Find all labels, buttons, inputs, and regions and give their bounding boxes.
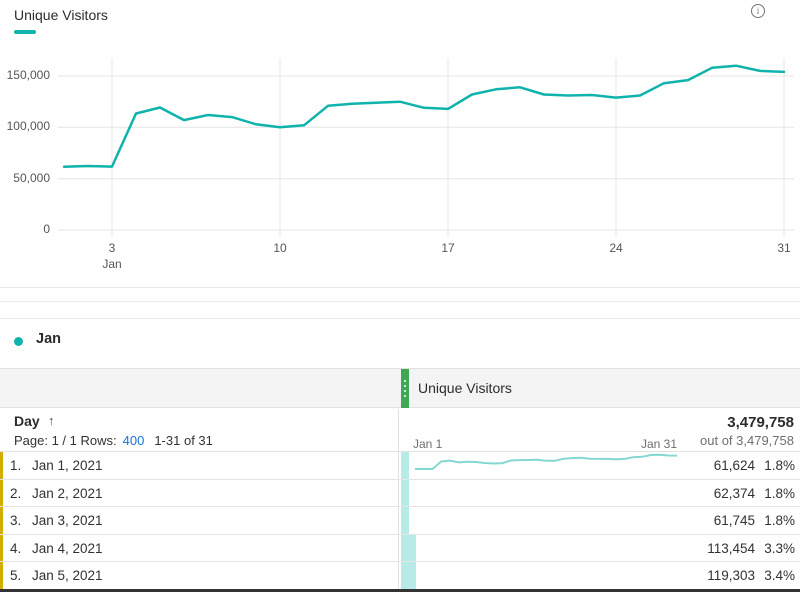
pagination-range: 1-31 of 31 bbox=[154, 433, 213, 448]
table-row[interactable]: 1. Jan 1, 2021 61,624 1.8% bbox=[0, 452, 800, 480]
legend-label: Jan bbox=[36, 331, 61, 347]
pagination: Page: 1 / 1 Rows: 400 1-31 of 31 bbox=[14, 433, 213, 448]
row-day-label[interactable]: Jan 3, 2021 bbox=[32, 513, 103, 529]
row-accent-strip bbox=[0, 452, 3, 479]
row-day-label[interactable]: Jan 4, 2021 bbox=[32, 540, 103, 556]
section-divider bbox=[0, 318, 800, 319]
value-bar bbox=[401, 562, 417, 589]
line-chart[interactable]: 150,000 100,000 50,000 0 3 10 17 24 31 Jan bbox=[0, 45, 800, 285]
row-number: 5. bbox=[10, 568, 22, 584]
y-axis-tick-label: 100,000 bbox=[6, 119, 50, 134]
data-table: Unique Visitors Day ↑ Page: 1 / 1 Rows: 4… bbox=[0, 368, 800, 592]
column-total-denominator: out of 3,479,758 bbox=[700, 433, 794, 448]
pagination-text: Page: 1 / 1 Rows: bbox=[14, 433, 117, 448]
row-accent-strip bbox=[0, 562, 3, 589]
row-value: 119,303 bbox=[707, 568, 755, 584]
row-day-label[interactable]: Jan 2, 2021 bbox=[32, 485, 103, 501]
row-number: 2. bbox=[10, 485, 22, 501]
legend-item-jan[interactable]: Jan bbox=[0, 326, 800, 360]
y-axis-tick-label: 50,000 bbox=[13, 170, 50, 185]
table-row[interactable]: 3. Jan 3, 2021 61,745 1.8% bbox=[0, 507, 800, 535]
column-totals: 3,479,758 out of 3,479,758 bbox=[700, 414, 794, 448]
value-bar bbox=[401, 507, 410, 534]
value-bar bbox=[401, 479, 410, 507]
column-header-unique-visitors[interactable]: Unique Visitors bbox=[418, 380, 512, 396]
x-axis-tick-label: 3 bbox=[108, 241, 116, 255]
row-number: 4. bbox=[10, 540, 22, 556]
table-row[interactable]: 2. Jan 2, 2021 62,374 1.8% bbox=[0, 479, 800, 508]
sort-ascending-icon[interactable]: ↑ bbox=[48, 413, 55, 428]
day-column-header[interactable]: Day bbox=[14, 413, 40, 429]
column-drag-handle[interactable] bbox=[401, 369, 409, 408]
x-axis-tick-label: 24 bbox=[609, 241, 623, 255]
row-percent: 1.8% bbox=[764, 458, 795, 473]
x-axis-tick-label: 31 bbox=[777, 241, 791, 255]
x-axis-month-label: Jan bbox=[102, 257, 122, 271]
value-bar bbox=[401, 452, 410, 479]
row-number: 3. bbox=[10, 513, 22, 529]
row-percent: 3.4% bbox=[764, 568, 795, 584]
table-subheader-row: Day ↑ Page: 1 / 1 Rows: 400 1-31 of 31 Jan… bbox=[0, 409, 800, 470]
row-accent-strip bbox=[0, 507, 3, 534]
row-percent: 3.3% bbox=[764, 540, 795, 556]
y-axis-tick-label: 0 bbox=[43, 222, 50, 236]
sparkline-start-label: Jan 1 bbox=[413, 437, 443, 451]
row-accent-strip bbox=[0, 479, 3, 507]
row-percent: 1.8% bbox=[764, 513, 795, 529]
row-day-label[interactable]: Jan 5, 2021 bbox=[32, 568, 103, 584]
x-axis-tick-label: 17 bbox=[441, 241, 455, 255]
crop-edge bbox=[0, 589, 800, 592]
column-divider bbox=[398, 409, 399, 590]
table-row[interactable]: 5. Jan 5, 2021 119,303 3.4% bbox=[0, 562, 800, 590]
row-accent-strip bbox=[0, 534, 3, 562]
row-value: 61,624 bbox=[713, 458, 755, 473]
info-icon[interactable]: i bbox=[751, 4, 765, 18]
section-divider bbox=[0, 301, 800, 302]
row-value: 113,454 bbox=[707, 540, 755, 556]
row-value: 62,374 bbox=[713, 485, 755, 501]
table-row[interactable]: 4. Jan 4, 2021 113,454 3.3% bbox=[0, 534, 800, 563]
y-axis-tick-label: 150,000 bbox=[6, 68, 50, 82]
chart-canvas[interactable] bbox=[0, 45, 800, 285]
rows-per-page-link[interactable]: 400 bbox=[122, 433, 145, 448]
series-color-swatch bbox=[14, 30, 36, 34]
row-percent: 1.8% bbox=[764, 485, 795, 501]
value-bar bbox=[401, 534, 416, 562]
sparkline-chart bbox=[414, 453, 678, 470]
row-value: 61,745 bbox=[713, 513, 755, 529]
table-body: 1. Jan 1, 2021 61,624 1.8% 2. Jan 2, 2021 62,3… bbox=[0, 452, 800, 590]
row-number: 1. bbox=[10, 458, 22, 473]
column-total-value: 3,479,758 bbox=[727, 414, 794, 431]
page-title: Unique Visitors bbox=[14, 7, 108, 23]
x-axis-tick-label: 10 bbox=[273, 241, 287, 255]
legend-dot-icon bbox=[14, 337, 23, 346]
section-divider bbox=[0, 287, 800, 288]
sparkline-end-label: Jan 31 bbox=[640, 437, 677, 451]
info-icon-glyph: i bbox=[756, 6, 760, 16]
row-day-label[interactable]: Jan 1, 2021 bbox=[32, 458, 103, 473]
table-column-header-row: Unique Visitors bbox=[0, 368, 800, 408]
